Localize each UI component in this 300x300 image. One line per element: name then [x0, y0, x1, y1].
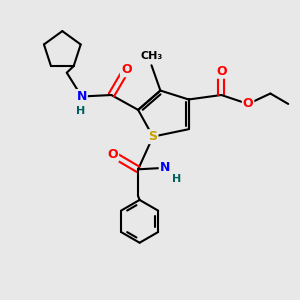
Text: H: H — [76, 106, 86, 116]
Text: O: O — [121, 63, 131, 76]
Text: S: S — [148, 130, 158, 143]
Text: CH₃: CH₃ — [140, 51, 163, 61]
Text: O: O — [243, 98, 254, 110]
Text: H: H — [172, 174, 182, 184]
Text: O: O — [107, 148, 118, 161]
Text: O: O — [216, 65, 226, 78]
Text: N: N — [76, 90, 87, 103]
Text: N: N — [160, 161, 170, 174]
